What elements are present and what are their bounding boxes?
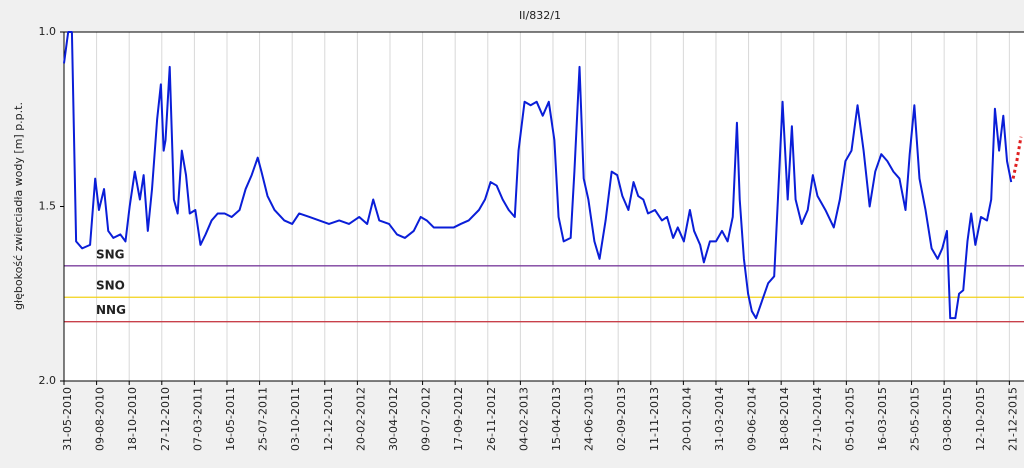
x-tick-label: 20-01-2014 xyxy=(680,387,693,451)
x-tick-label: 09-07-2012 xyxy=(420,387,433,451)
x-tick-label: 04-02-2013 xyxy=(517,387,530,451)
marks xyxy=(63,31,1023,320)
x-tick-label: 03-08-2015 xyxy=(941,387,954,451)
plot-area xyxy=(64,32,1024,381)
x-tick-label: 11-11-2013 xyxy=(648,387,661,451)
chart-title: II/832/1 xyxy=(519,9,561,22)
x-tick-label: 17-09-2012 xyxy=(452,387,465,451)
x-tick-label: 27-12-2010 xyxy=(159,387,172,451)
x-tick-label: 25-07-2011 xyxy=(257,387,270,451)
x-tick-label: 07-03-2011 xyxy=(191,387,204,451)
x-tick-label: 18-10-2010 xyxy=(126,387,139,451)
x-tick-label: 02-09-2013 xyxy=(615,387,628,451)
x-tick-label: 27-10-2014 xyxy=(811,387,824,451)
x-tick-label: 20-02-2012 xyxy=(354,387,367,451)
x-tick-label: 25-05-2015 xyxy=(909,387,922,451)
x-tick-label: 24-06-2013 xyxy=(583,387,596,451)
x-tick-label: 03-10-2011 xyxy=(289,387,302,451)
x-tick-label: 31-03-2014 xyxy=(713,387,726,451)
x-tick-label: 09-06-2014 xyxy=(746,387,759,451)
x-tick-label: 12-10-2015 xyxy=(974,387,987,451)
data-line xyxy=(63,31,1013,320)
x-tick-label: 16-03-2015 xyxy=(876,387,889,451)
reference-label: SNO xyxy=(96,279,125,293)
y-tick-label: 1.0 xyxy=(39,25,57,38)
x-tick-label: 31-05-2010 xyxy=(61,387,74,451)
x-tick-label: 18-08-2014 xyxy=(778,387,791,451)
grid xyxy=(60,31,1024,385)
y-axis-label: głębokość zwierciadła wody [m] p.p.t. xyxy=(12,102,25,310)
y-tick-label: 2.0 xyxy=(39,374,57,387)
x-tick-label: 26-11-2012 xyxy=(485,387,498,451)
x-tick-label: 12-12-2011 xyxy=(322,387,335,451)
x-tick-label: 30-04-2012 xyxy=(387,387,400,451)
x-tick-label: 05-01-2015 xyxy=(843,387,856,451)
x-tick-label: 09-08-2010 xyxy=(94,387,107,451)
x-tick-label: 15-04-2013 xyxy=(550,387,563,451)
reference-label: NNG xyxy=(96,303,126,317)
y-tick-label: 1.5 xyxy=(39,200,57,213)
x-tick-label: 21-12-2015 xyxy=(1006,387,1019,451)
x-tick-label: 16-05-2011 xyxy=(224,387,237,451)
reference-label: SNG xyxy=(96,247,125,261)
